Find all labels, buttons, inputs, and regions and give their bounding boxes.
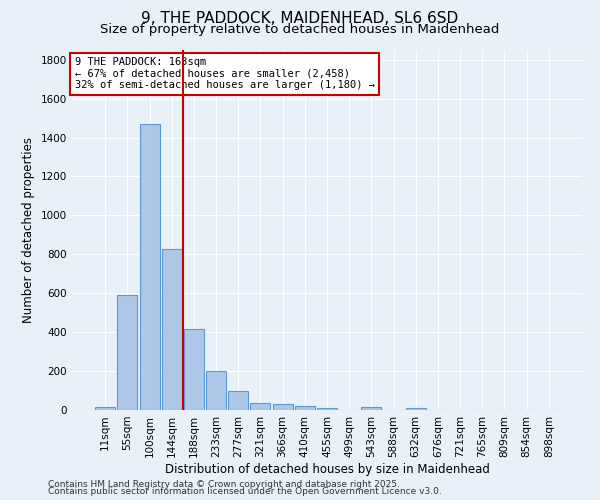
- Bar: [361, 407, 382, 410]
- Bar: [118, 295, 137, 410]
- Text: Size of property relative to detached houses in Maidenhead: Size of property relative to detached ho…: [100, 22, 500, 36]
- Bar: [228, 390, 248, 410]
- Text: 9, THE PADDOCK, MAIDENHEAD, SL6 6SD: 9, THE PADDOCK, MAIDENHEAD, SL6 6SD: [142, 11, 458, 26]
- Bar: [250, 403, 271, 410]
- Bar: [272, 404, 293, 410]
- Bar: [206, 371, 226, 410]
- Text: Contains HM Land Registry data © Crown copyright and database right 2025.: Contains HM Land Registry data © Crown c…: [48, 480, 400, 489]
- Y-axis label: Number of detached properties: Number of detached properties: [22, 137, 35, 323]
- Bar: [295, 406, 315, 410]
- Bar: [140, 124, 160, 410]
- Text: Contains public sector information licensed under the Open Government Licence v3: Contains public sector information licen…: [48, 487, 442, 496]
- X-axis label: Distribution of detached houses by size in Maidenhead: Distribution of detached houses by size …: [164, 462, 490, 475]
- Bar: [162, 250, 182, 410]
- Text: 9 THE PADDOCK: 163sqm
← 67% of detached houses are smaller (2,458)
32% of semi-d: 9 THE PADDOCK: 163sqm ← 67% of detached …: [74, 57, 374, 90]
- Bar: [406, 408, 426, 410]
- Bar: [184, 329, 204, 410]
- Bar: [317, 408, 337, 410]
- Bar: [95, 407, 115, 410]
